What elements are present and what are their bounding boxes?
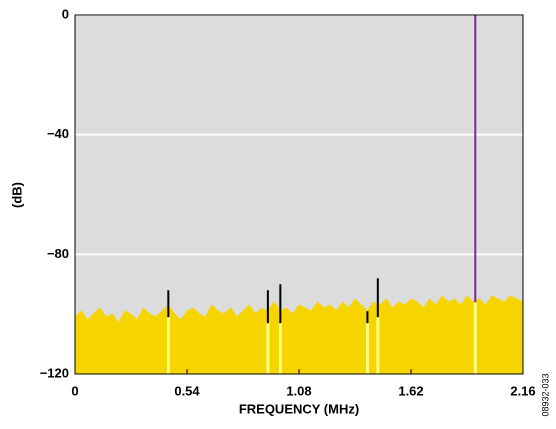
noise-floor [74, 295, 524, 375]
x-tick-label: 0 [71, 383, 78, 398]
y-tick-label: −40 [47, 126, 69, 141]
y-tick-label: −80 [47, 246, 69, 261]
x-tick-label: 2.16 [510, 383, 535, 398]
x-tick-label: 0.54 [174, 383, 200, 398]
y-axis-label: (dB) [9, 182, 24, 208]
y-tick-label: −120 [40, 365, 69, 380]
figure-id: 08932-033 [540, 373, 550, 416]
y-tick-label: 0 [62, 6, 69, 21]
x-axis-label: FREQUENCY (MHz) [239, 401, 359, 416]
x-tick-label: 1.08 [286, 383, 311, 398]
x-tick-label: 1.62 [398, 383, 423, 398]
